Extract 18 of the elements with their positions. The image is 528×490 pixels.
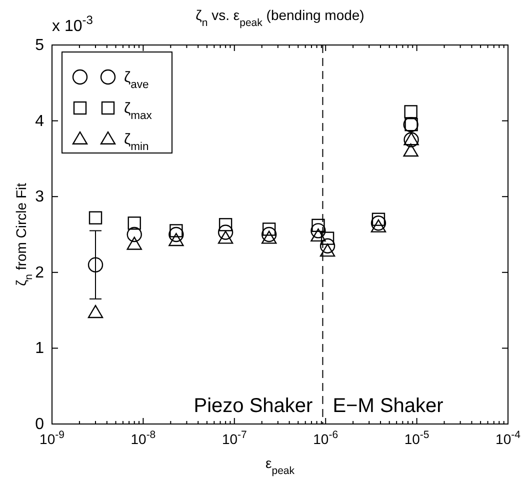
legend-label: ζ$_{ave}$ <box>124 69 149 91</box>
y-tick-label: 5 <box>35 37 44 54</box>
y-tick-label: 1 <box>35 340 44 358</box>
x-tick-label: 10$^{-4}$ <box>496 429 521 447</box>
text: x 10$^{-3}$ <box>52 13 94 35</box>
x-axis-title: ε$_{peak}$ <box>265 455 296 477</box>
chart-title: ζ$_{n}$ vs. ε$_{peak}$ (bending mode) <box>196 7 364 29</box>
legend-label: ζ$_{min}$ <box>124 131 149 153</box>
y-tick-label: 2 <box>35 264 44 282</box>
y-tick-label: 4 <box>35 112 44 130</box>
legend-label: ζ$_{max}$ <box>124 100 152 122</box>
annotation: E−M Shaker <box>332 395 444 417</box>
x-tick-label: 10$^{-6}$ <box>313 429 338 447</box>
x-tick-label: 10$^{-7}$ <box>222 429 248 447</box>
x-tick-label: 10$^{-5}$ <box>404 429 430 447</box>
x-tick-label: 10$^{-8}$ <box>130 429 156 447</box>
y-tick-label: 3 <box>35 188 44 206</box>
annotation: Piezo Shaker <box>194 395 314 417</box>
